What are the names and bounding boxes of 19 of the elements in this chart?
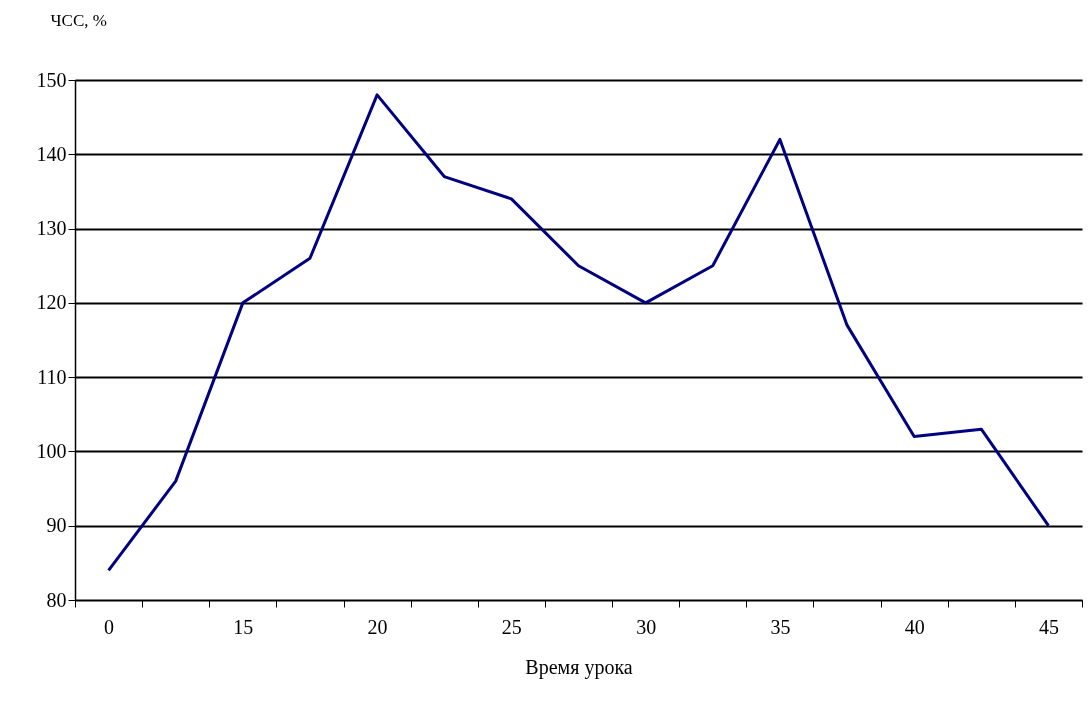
- line-series: [107, 93, 1050, 572]
- y-axis-title: ЧСС, %: [50, 10, 107, 30]
- y-tick-label: 140: [36, 142, 67, 165]
- x-tick-label: 45: [1038, 615, 1059, 638]
- x-tick-label: 30: [636, 615, 657, 638]
- y-tick-label: 100: [36, 439, 67, 462]
- y-tick-label: 120: [36, 291, 67, 314]
- y-tick-label: 110: [37, 365, 67, 388]
- x-tick-label: 35: [770, 615, 791, 638]
- y-tick-label: 80: [46, 588, 67, 611]
- x-tick-label: 15: [233, 615, 254, 638]
- x-tick-label: 25: [501, 615, 522, 638]
- x-tick-label: 0: [104, 615, 115, 638]
- x-tick-label: 20: [367, 615, 388, 638]
- y-tick-label: 90: [46, 514, 67, 537]
- x-tick-label: 40: [904, 615, 925, 638]
- y-tick-label: 150: [36, 68, 67, 91]
- y-tick-label: 130: [36, 217, 67, 240]
- x-axis-title: Время урока: [525, 655, 633, 679]
